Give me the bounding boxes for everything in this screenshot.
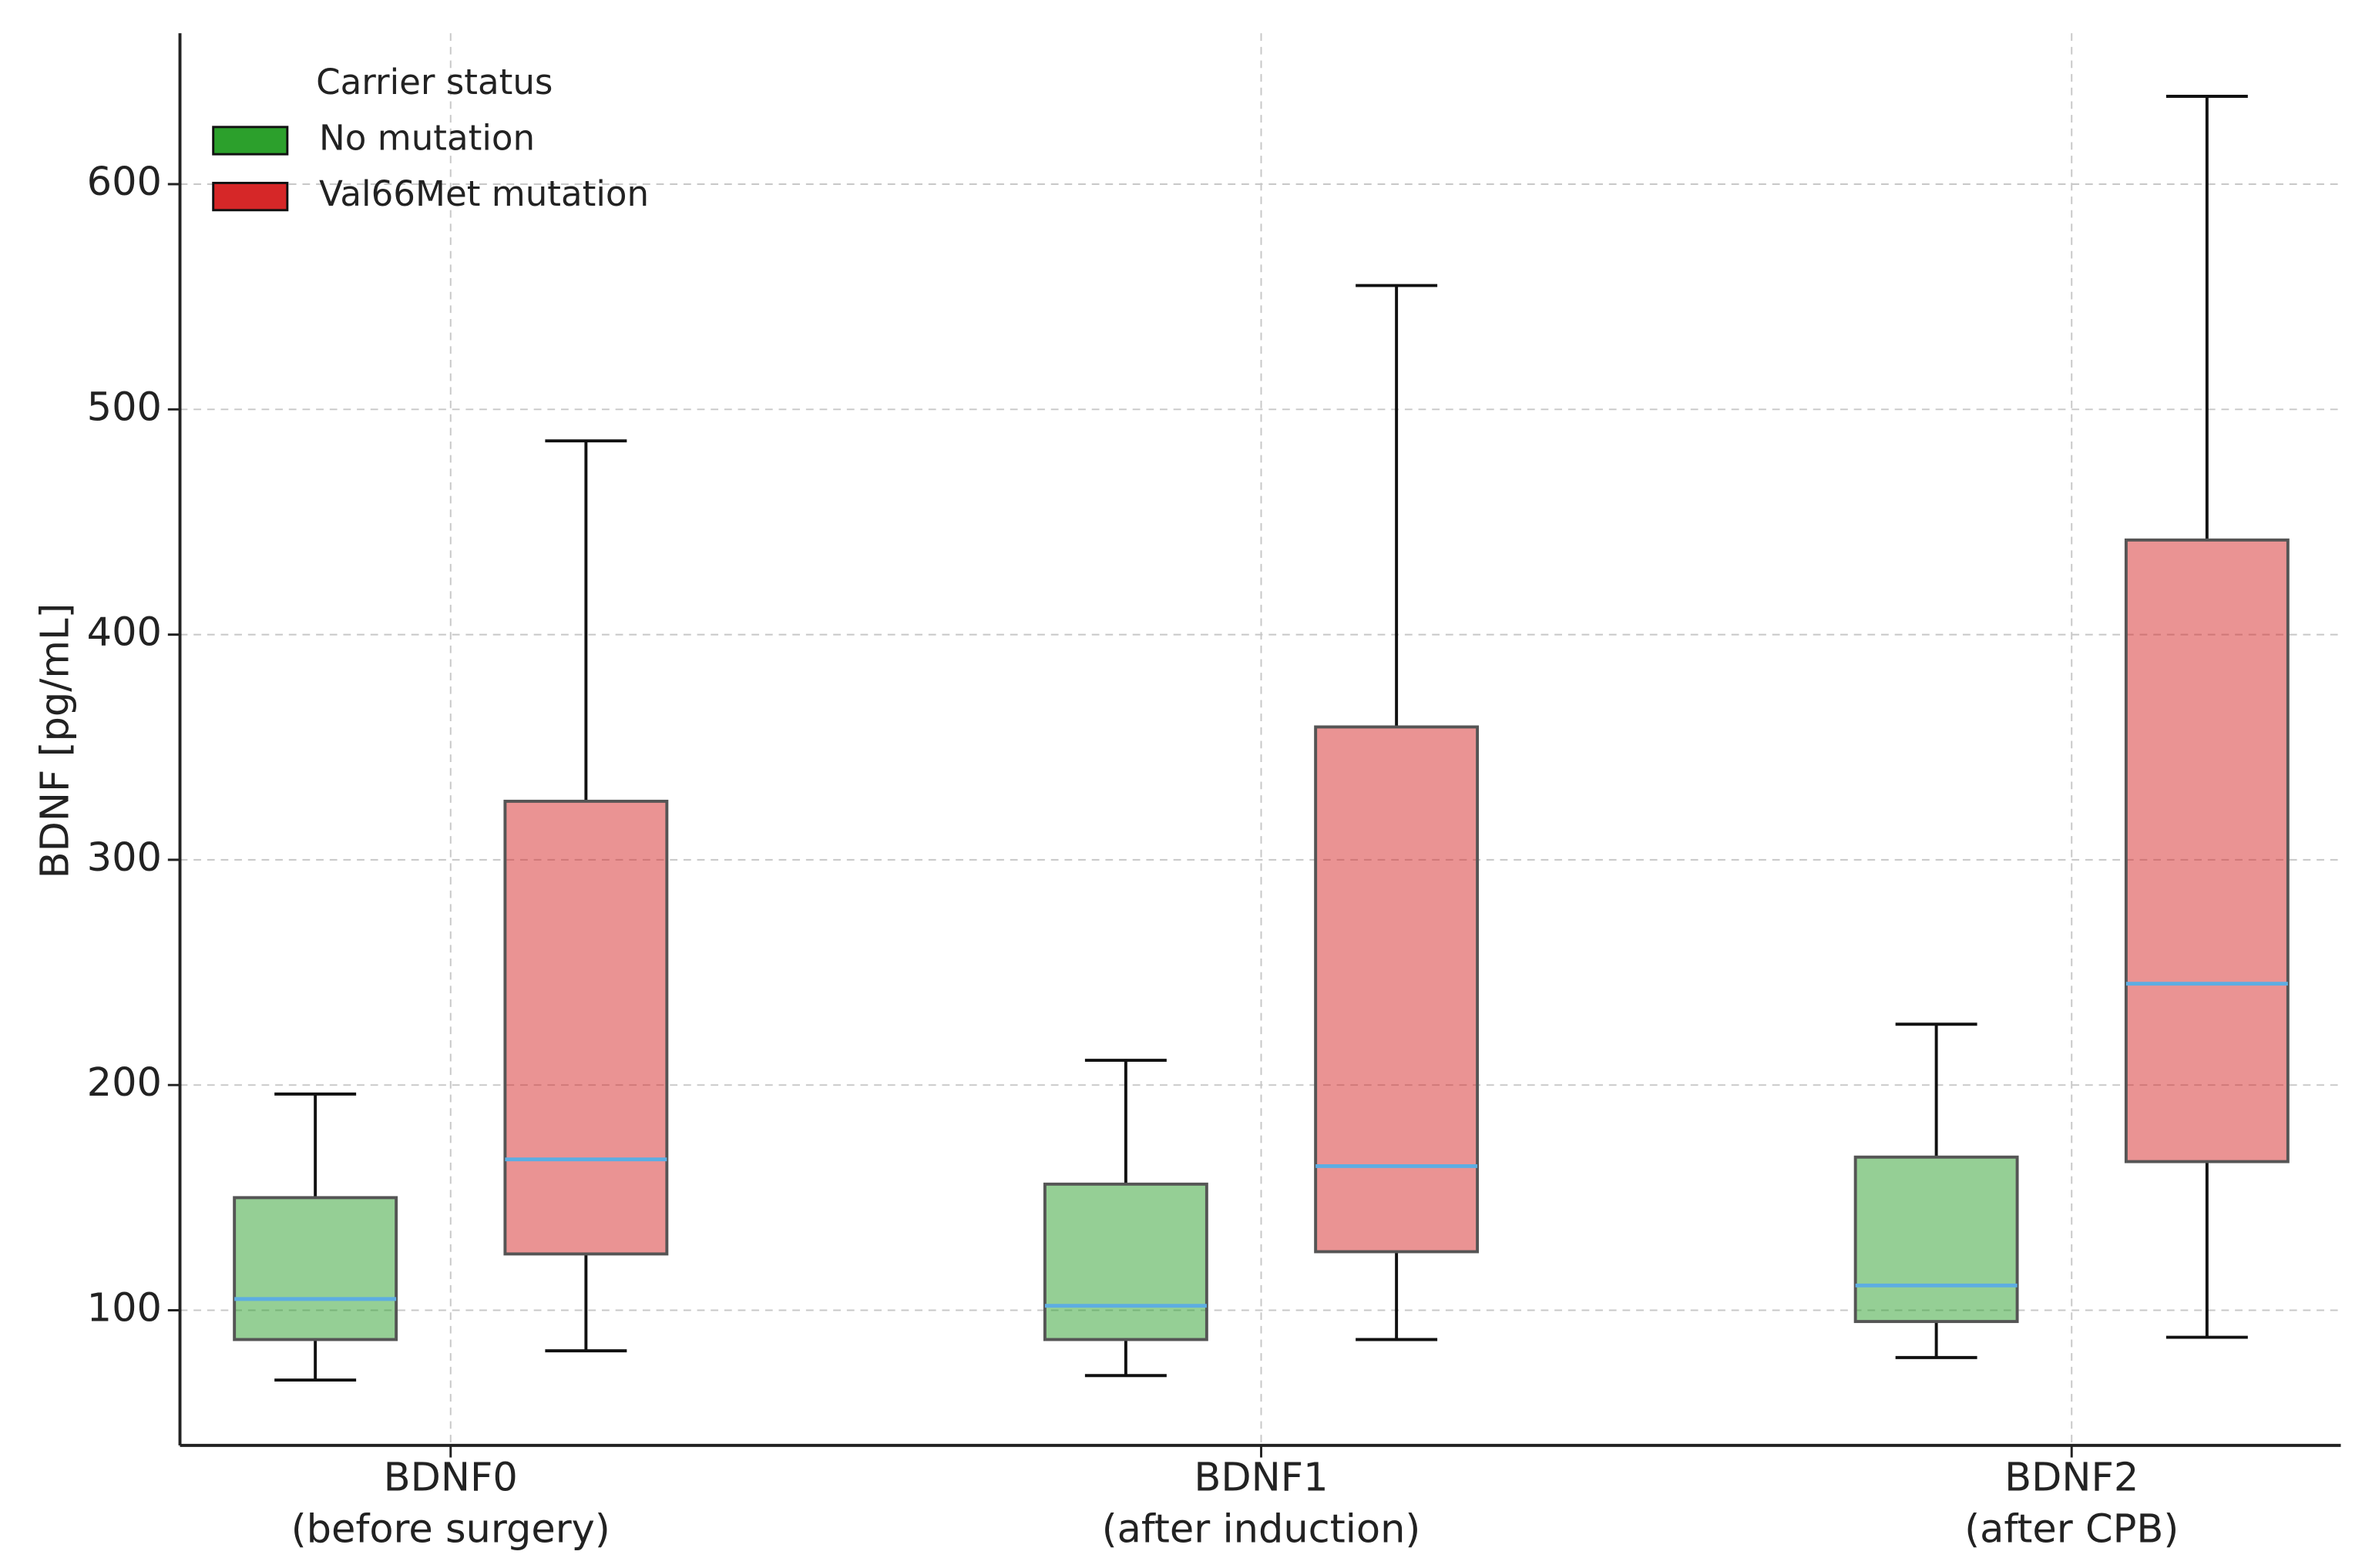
box [503, 799, 669, 1256]
y-tick-label: 200 [87, 1060, 162, 1106]
legend-label: No mutation [319, 117, 535, 158]
box [2124, 538, 2290, 1163]
legend-swatch [212, 181, 289, 212]
x-tick-label-line: BDNF1 [1194, 1456, 1328, 1501]
legend-label: Val66Met mutation [319, 173, 649, 214]
x-tick-label-line: (after induction) [1102, 1506, 1421, 1552]
legend-swatch [212, 126, 289, 156]
x-tick-label-line: BDNF2 [2004, 1456, 2139, 1501]
x-tick-label: BDNF0 (before surgery) [291, 1456, 610, 1553]
box [233, 1196, 398, 1341]
box [1314, 725, 1480, 1254]
y-tick-label: 400 [87, 610, 162, 656]
y-tick-label: 600 [87, 159, 162, 205]
x-tick-label-line: BDNF0 [384, 1456, 518, 1501]
x-tick-label-line: (after CPB) [1964, 1506, 2179, 1552]
x-tick-label-line: (before surgery) [291, 1506, 610, 1552]
y-tick-label: 300 [87, 835, 162, 881]
y-tick-label: 500 [87, 384, 162, 430]
y-tick-label: 100 [87, 1285, 162, 1331]
y-axis-label: BDNF [pg/mL] [33, 603, 79, 879]
box [1043, 1182, 1208, 1341]
x-tick-label: BDNF1 (after induction) [1102, 1456, 1421, 1553]
box [1853, 1155, 2019, 1324]
x-tick-label: BDNF2 (after CPB) [1964, 1456, 2179, 1553]
legend-title: Carrier status [316, 62, 553, 102]
